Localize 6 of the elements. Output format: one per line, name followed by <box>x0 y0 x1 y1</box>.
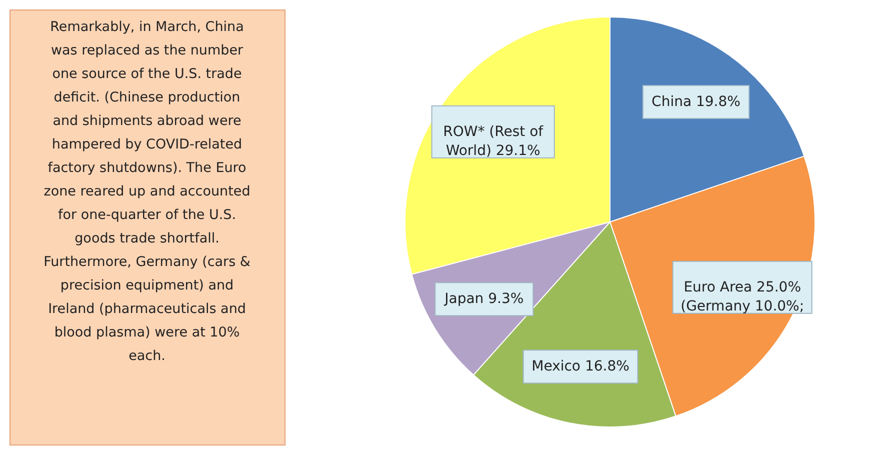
slice-label: Japan 9.3% <box>444 291 524 308</box>
slice-label: Euro Area 25.0% (Germany 10.0%; <box>680 279 804 314</box>
slice-label: China 19.8% <box>652 94 740 110</box>
text: Remarkably, in March, China was replaced as the number one source of the U.S. trade deficit. (Chinese production and shipments abroad were hampered by COVID-related factory shutdowns). The Euro zone reared up and accounted for one-quarter of the U.S. goods trade shortfall. Furthermore, Germany (cars & precision equipment) and Ireland (pharmaceuticals and blood plasma) were at 10% each. <box>44 19 250 364</box>
slice-label: Mexico 16.8% <box>532 358 630 375</box>
slice-label: ROW* (Rest of World) 29.1% <box>443 124 544 159</box>
